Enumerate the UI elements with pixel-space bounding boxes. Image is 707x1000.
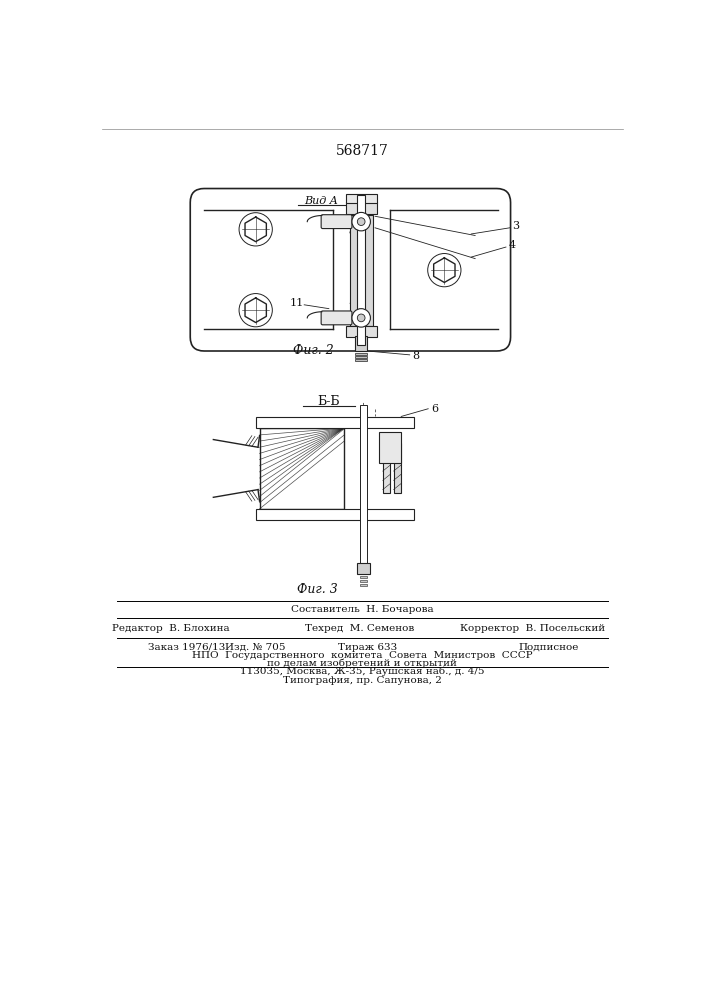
Text: НПО  Государственного  комитета  Совета  Министров  СССР: НПО Государственного комитета Совета Мин… [192,651,532,660]
Bar [256,509,414,520]
Text: Фиг. 3: Фиг. 3 [297,583,338,596]
Text: Б-Б: Б-Б [317,395,340,408]
Text: 7: 7 [265,440,272,450]
FancyBboxPatch shape [190,189,510,351]
Text: Фиг. 2: Фиг. 2 [293,344,334,358]
Text: Вид A: Вид A [304,196,338,206]
Bar [357,195,365,345]
Bar [355,356,368,358]
Bar [346,194,377,203]
Bar [355,336,368,351]
Bar [382,443,390,493]
Text: 113035, Москва, Ж-35, Раушская наб., д. 4/5: 113035, Москва, Ж-35, Раушская наб., д. … [240,667,484,676]
Circle shape [239,213,272,246]
Text: 4: 4 [508,240,515,250]
Circle shape [357,314,365,322]
Circle shape [428,254,461,287]
Bar [360,580,368,582]
Bar [355,359,368,361]
Bar [356,563,370,574]
Bar [379,432,402,463]
Circle shape [357,218,365,225]
Circle shape [239,294,272,327]
Bar [360,405,368,563]
Text: Редактор  В. Блохина: Редактор В. Блохина [112,624,230,633]
Text: 8: 8 [412,351,419,361]
Bar [346,202,377,214]
Text: Подписное: Подписное [518,643,578,652]
Text: 6: 6 [431,404,438,414]
Text: Техред  М. Семенов: Техред М. Семенов [305,624,414,633]
Bar [256,417,414,428]
Text: Составитель  Н. Бочарова: Составитель Н. Бочарова [291,605,433,614]
Text: 11: 11 [289,298,303,308]
Text: Изд. № 705: Изд. № 705 [226,643,286,652]
Bar [350,215,373,326]
FancyBboxPatch shape [321,311,352,325]
Text: 3: 3 [513,221,520,231]
Bar [346,326,377,337]
Bar [394,443,402,493]
Bar [360,584,368,586]
Bar [360,576,368,578]
Text: по делам изобретений и открытий: по делам изобретений и открытий [267,659,457,668]
Circle shape [352,212,370,231]
Text: Корректор  В. Посельский: Корректор В. Посельский [460,624,605,633]
Text: Типография, пр. Сапунова, 2: Типография, пр. Сапунова, 2 [283,676,441,685]
FancyBboxPatch shape [321,215,352,229]
Circle shape [352,309,370,327]
Bar [355,353,368,355]
Text: Тираж 633: Тираж 633 [338,643,397,652]
Bar [259,428,344,509]
Text: 568717: 568717 [336,144,388,158]
Text: Заказ 1976/13: Заказ 1976/13 [148,643,226,652]
